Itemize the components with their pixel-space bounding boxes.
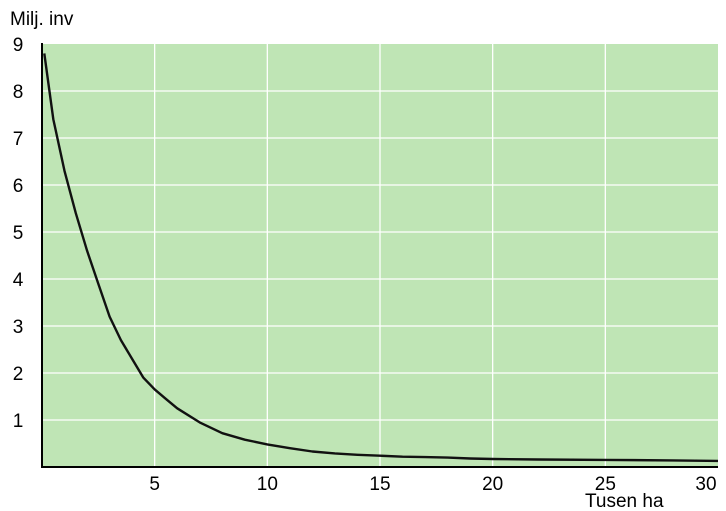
- y-tick-label: 6: [13, 176, 24, 197]
- x-tick-label: 10: [257, 474, 278, 495]
- x-tick-label: 30: [695, 474, 716, 495]
- x-tick-labels: 5 10 15 20 25 30: [149, 474, 716, 495]
- axes: [41, 43, 718, 468]
- x-tick-label: 5: [149, 474, 160, 495]
- y-tick-label: 9: [13, 35, 24, 56]
- y-tick-labels: 1 2 3 4 5 6 7 8 9: [13, 35, 24, 432]
- y-axis-title: Milj. inv: [10, 9, 74, 30]
- y-tick-label: 4: [13, 270, 24, 291]
- x-axis-title: Tusen ha: [585, 491, 664, 511]
- y-tick-label: 1: [13, 411, 24, 432]
- y-tick-label: 7: [13, 129, 24, 150]
- y-tick-label: 2: [13, 364, 24, 385]
- x-tick-label: 15: [369, 474, 390, 495]
- x-tick-label: 25: [595, 474, 616, 495]
- x-tick-label: 20: [482, 474, 503, 495]
- y-tick-label: 8: [13, 82, 24, 103]
- series-line: [43, 53, 719, 463]
- gridlines: [42, 44, 718, 467]
- y-tick-label: 3: [13, 317, 24, 338]
- y-tick-label: 5: [13, 223, 24, 244]
